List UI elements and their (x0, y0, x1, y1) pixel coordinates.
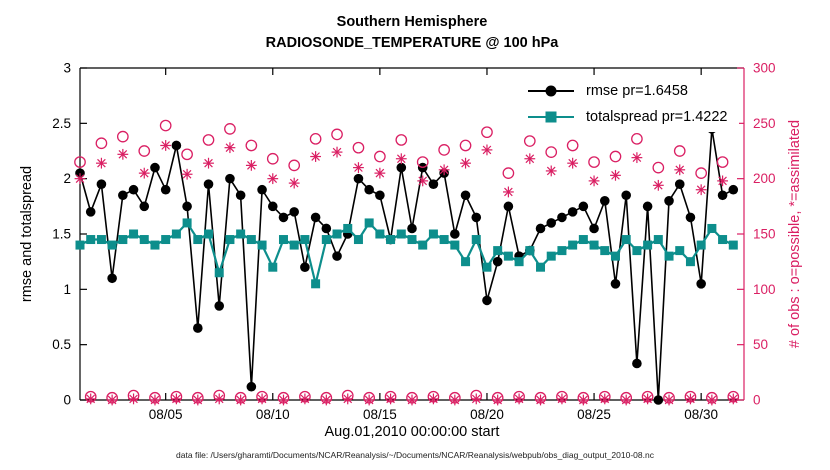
svg-text:2: 2 (63, 171, 71, 186)
y-axis-label-right: # of obs : o=possible, *=assimilated (787, 119, 803, 349)
svg-text:08/10: 08/10 (256, 407, 290, 422)
svg-text:0: 0 (63, 393, 71, 408)
legend-item-totalspread: totalspread pr=1.4222 (528, 109, 727, 125)
svg-text:200: 200 (753, 171, 776, 186)
svg-text:250: 250 (753, 116, 776, 131)
totalspread-square-marker-icon (545, 111, 557, 123)
chart-title-line1: Southern Hemisphere (336, 14, 488, 30)
svg-text:08/30: 08/30 (684, 407, 718, 422)
rmse-line-swatch (528, 85, 574, 97)
svg-text:100: 100 (753, 282, 776, 297)
svg-text:150: 150 (753, 227, 776, 242)
svg-text:0.5: 0.5 (52, 337, 71, 352)
svg-text:3: 3 (63, 61, 71, 76)
svg-text:08/05: 08/05 (149, 407, 183, 422)
svg-text:08/20: 08/20 (470, 407, 504, 422)
chart-title-line2: RADIOSONDE_TEMPERATURE @ 100 hPa (265, 35, 559, 51)
svg-text:1: 1 (63, 282, 71, 297)
svg-text:08/15: 08/15 (363, 407, 397, 422)
svg-text:08/25: 08/25 (577, 407, 611, 422)
rmse-circle-marker-icon (545, 85, 557, 97)
svg-text:50: 50 (753, 337, 768, 352)
legend-item-rmse: rmse pr=1.6458 (528, 83, 727, 99)
legend: rmse pr=1.6458 totalspread pr=1.4222 (516, 76, 740, 132)
totalspread-line-swatch (528, 111, 574, 123)
svg-text:300: 300 (753, 61, 776, 76)
svg-text:0: 0 (753, 393, 761, 408)
y-axis-label-left: rmse and totalspread (19, 165, 35, 303)
data-file-caption: data file: /Users/gharamti/Documents/NCA… (176, 450, 654, 460)
x-axis-label: Aug.01,2010 00:00:00 start (324, 424, 500, 440)
legend-label-totalspread: totalspread pr=1.4222 (586, 109, 728, 125)
legend-label-rmse: rmse pr=1.6458 (586, 83, 688, 99)
chart-title: Southern Hemisphere RADIOSONDE_TEMPERATU… (80, 12, 744, 54)
svg-text:1.5: 1.5 (52, 227, 71, 242)
svg-text:2.5: 2.5 (52, 116, 71, 131)
